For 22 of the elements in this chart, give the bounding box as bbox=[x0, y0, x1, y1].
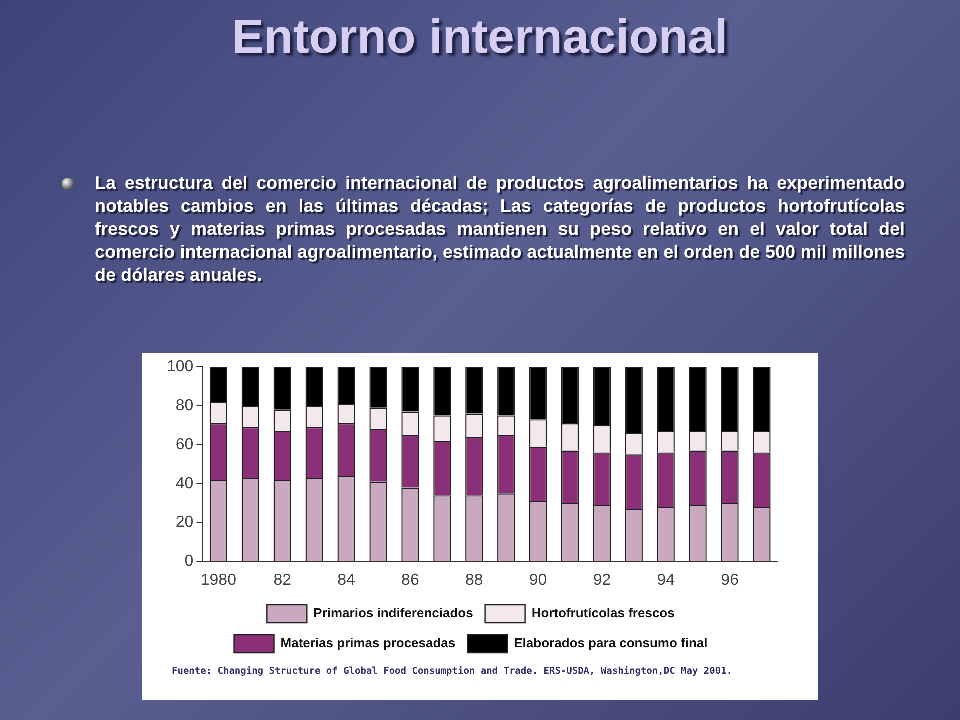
y-tick-label: 0 bbox=[184, 553, 194, 570]
x-tick-label: 1980 bbox=[200, 572, 237, 589]
x-tick-label: 88 bbox=[465, 572, 484, 589]
chart-title: Entorno internacional bbox=[230, 10, 730, 65]
chart-subtitle: La estructura del comercio internacional de productos agroalimentarios ha experimentado notables cambios en las últimas décadas; Las categorías de productos hortofrutícolas frescos y materias primas procesadas mantienen su peso relativo en el valor total del comercio internacional agroalimentario, estimado actualmente en el orden de 500 mil millones de dólares anuales. bbox=[95, 172, 905, 287]
y-tick-label: 80 bbox=[176, 397, 194, 414]
x-tick-label: 90 bbox=[529, 572, 548, 589]
legend-label: Hortofrutícolas frescos bbox=[532, 606, 675, 621]
x-tick-label: 86 bbox=[402, 572, 420, 589]
source-note: Fuente: Changing Structure of Global Food Consumption and Trade. ERS-USDA, Washington,DC May 2001. bbox=[172, 666, 733, 677]
legend-label: Elaborados para consumo final bbox=[514, 636, 708, 651]
y-tick-label: 100 bbox=[166, 358, 194, 376]
y-tick-label: 20 bbox=[176, 514, 194, 532]
x-tick-label: 92 bbox=[593, 572, 612, 589]
legend-label: Materias primas procesadas bbox=[280, 636, 456, 651]
y-tick-label: 60 bbox=[176, 436, 194, 454]
x-tick-label: 96 bbox=[721, 572, 740, 589]
legend-label: Primarios indiferenciados bbox=[314, 606, 474, 621]
x-tick-label: 94 bbox=[657, 572, 676, 589]
y-tick-label: 40 bbox=[176, 475, 194, 492]
x-tick-label: 84 bbox=[338, 572, 356, 589]
x-tick-label: 82 bbox=[274, 572, 292, 589]
